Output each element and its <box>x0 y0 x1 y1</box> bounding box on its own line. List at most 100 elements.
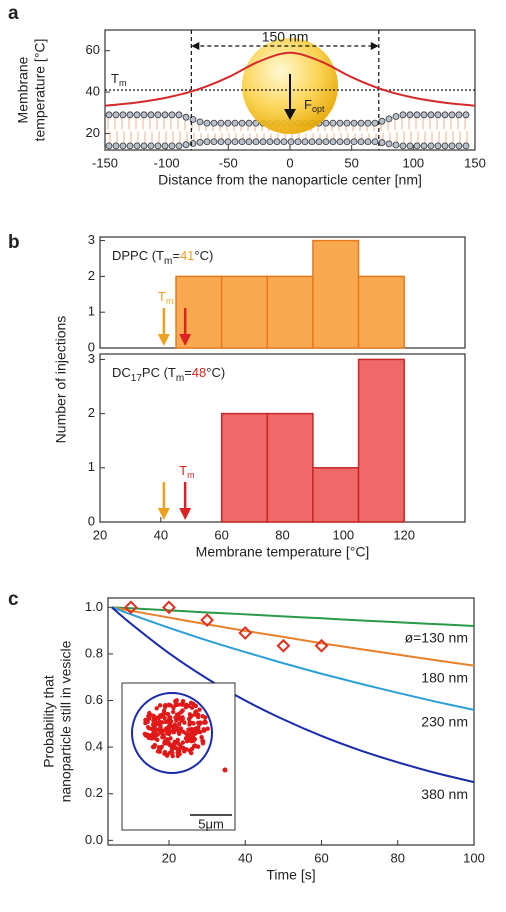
trajectory-dot <box>192 736 198 742</box>
trajectory-dot <box>200 738 205 743</box>
y-tick-label: 20 <box>86 125 100 140</box>
lipid-head <box>245 119 253 127</box>
lipid-head <box>434 142 442 150</box>
lipid-head <box>217 119 225 127</box>
trajectory-dot <box>192 743 197 749</box>
trajectory-dot <box>164 726 169 731</box>
arrowhead <box>179 334 192 346</box>
trajectory-dot <box>161 735 167 740</box>
trajectory-dot <box>180 745 186 751</box>
x-tick-label: 120 <box>393 527 415 542</box>
trajectory-dot <box>182 749 187 754</box>
trajectory-dot <box>166 702 171 708</box>
trajectory-dot <box>180 699 186 704</box>
annotation: Tm <box>179 463 194 480</box>
lipid-head <box>294 138 302 146</box>
lipid-head <box>371 138 379 146</box>
lipid-head <box>147 111 155 119</box>
trajectory-dot <box>190 720 195 726</box>
trajectory-dot <box>170 753 175 759</box>
lipid-head <box>427 142 435 150</box>
trajectory-dot <box>155 732 160 737</box>
subscript: m <box>176 373 184 384</box>
lipid-head <box>119 142 127 150</box>
text-part: F <box>304 97 312 112</box>
lipid-head <box>364 119 372 127</box>
lipid-head <box>175 111 183 119</box>
text-part: DPPC (T <box>112 248 164 263</box>
lipid-head <box>448 111 456 119</box>
subscript: m <box>166 296 174 306</box>
data-marker <box>123 600 138 615</box>
lipid-head <box>336 138 344 146</box>
trajectory-dot <box>203 720 208 725</box>
lipid-head <box>350 138 358 146</box>
trajectory-dot <box>172 722 178 727</box>
arrowhead <box>157 508 170 520</box>
series-line <box>111 606 475 667</box>
plot-frame <box>107 597 475 846</box>
trajectory-dot <box>175 753 181 759</box>
trajectory-dot <box>186 737 191 743</box>
lipid-head <box>371 119 379 127</box>
trajectory-dot <box>157 719 163 725</box>
trajectory-dot <box>150 722 156 727</box>
trajectory-dot <box>198 720 203 725</box>
bar <box>357 358 405 523</box>
y-axis-label: Probability that <box>41 675 57 768</box>
lipid-head <box>399 111 407 119</box>
annotation: Fopt <box>304 97 325 114</box>
data-marker <box>276 638 291 653</box>
trajectory-dot <box>174 712 180 718</box>
y-tick-label: 2 <box>88 405 95 420</box>
y-axis-label: temperature [°C] <box>32 39 48 142</box>
trajectory-dot <box>188 700 194 706</box>
text-part: PC (T <box>142 365 176 380</box>
trajectory-dot <box>193 710 198 715</box>
text-part: = <box>172 248 180 263</box>
lipid-head <box>392 113 400 120</box>
trajectory-dot <box>178 702 184 707</box>
trajectory-dot <box>162 703 167 709</box>
lipid-head <box>364 138 372 146</box>
scale-label: 5μm <box>198 816 224 831</box>
trajectory-dot <box>158 745 164 751</box>
trajectory-dot <box>180 740 186 745</box>
bracket-label: 150 nm <box>262 29 309 45</box>
trajectory-dot <box>144 732 150 737</box>
lipid-head <box>399 142 407 150</box>
x-axis-label: Membrane temperature [°C] <box>196 544 370 560</box>
lipid-head <box>182 141 190 149</box>
lipid-head <box>196 138 204 146</box>
trajectory-dot <box>199 735 204 740</box>
lipid-head <box>203 138 211 146</box>
subscript: opt <box>312 104 325 114</box>
lipid-head <box>441 111 449 119</box>
lipid-head <box>357 138 365 146</box>
x-tick-label: 100 <box>402 155 424 170</box>
lipid-head <box>210 138 218 146</box>
lipid-head <box>413 142 421 150</box>
trajectory-dot <box>174 717 180 722</box>
lipid-head <box>329 119 337 127</box>
y-tick-label: 0.8 <box>85 645 103 660</box>
text-part: °C) <box>194 248 213 263</box>
trajectory-dot <box>154 706 159 711</box>
y-tick-label: 1.0 <box>85 599 103 614</box>
x-tick-label: 60 <box>314 850 328 865</box>
trajectory-dot <box>152 742 158 748</box>
y-tick-label: 0.2 <box>85 785 103 800</box>
arrowhead <box>157 334 170 346</box>
x-tick-label: -50 <box>219 155 238 170</box>
annotation: Tm <box>158 289 173 306</box>
x-tick-label: 100 <box>332 527 354 542</box>
trajectory-dot <box>146 716 152 721</box>
lipid-head <box>259 138 267 146</box>
x-tick-label: 0 <box>286 155 293 170</box>
trajectory-dot <box>158 724 163 729</box>
lipid-head <box>252 138 260 146</box>
lipid-head <box>168 142 176 150</box>
subscript: m <box>119 78 127 88</box>
lipid-head <box>301 138 309 146</box>
trajectory-dot <box>177 747 182 752</box>
